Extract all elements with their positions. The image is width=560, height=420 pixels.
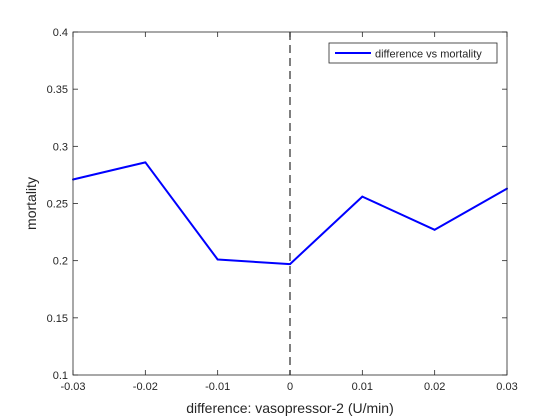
data-point (216, 258, 219, 261)
y-tick-label: 0.25 (47, 199, 68, 211)
legend-box (328, 42, 498, 64)
x-tick-label: -0.01 (205, 381, 230, 393)
y-tick-label: 0.1 (53, 370, 68, 382)
y-tick-label: 0.2 (53, 256, 68, 268)
x-tick-label: 0.02 (424, 381, 445, 393)
data-point (144, 161, 147, 164)
data-point (433, 228, 436, 231)
tick-layer: -0.03 -0.02 -0.01 0 0.01 0.02 0.03 0.1 0.15 0.2 0.… (47, 27, 518, 393)
x-tick-label: 0 (287, 381, 293, 393)
series-layer (72, 161, 508, 266)
legend: difference vs mortality (328, 42, 498, 64)
x-tick-label: -0.02 (133, 381, 158, 393)
y-axis-label: mortality (23, 177, 39, 230)
y-tick-label: 0.35 (47, 84, 68, 96)
y-tick-label: 0.4 (53, 27, 68, 39)
x-axis-label: difference: vasopressor-2 (U/min) (186, 400, 393, 416)
x-tick-label: -0.03 (60, 381, 85, 393)
data-point (289, 263, 291, 266)
legend-label: difference vs mortality (375, 49, 482, 61)
data-point (361, 195, 364, 198)
y-tick-label: 0.15 (47, 313, 68, 325)
y-tick-label: 0.3 (53, 141, 68, 153)
x-tick-label: 0.01 (352, 381, 373, 393)
x-tick-label: 0.03 (496, 381, 517, 393)
